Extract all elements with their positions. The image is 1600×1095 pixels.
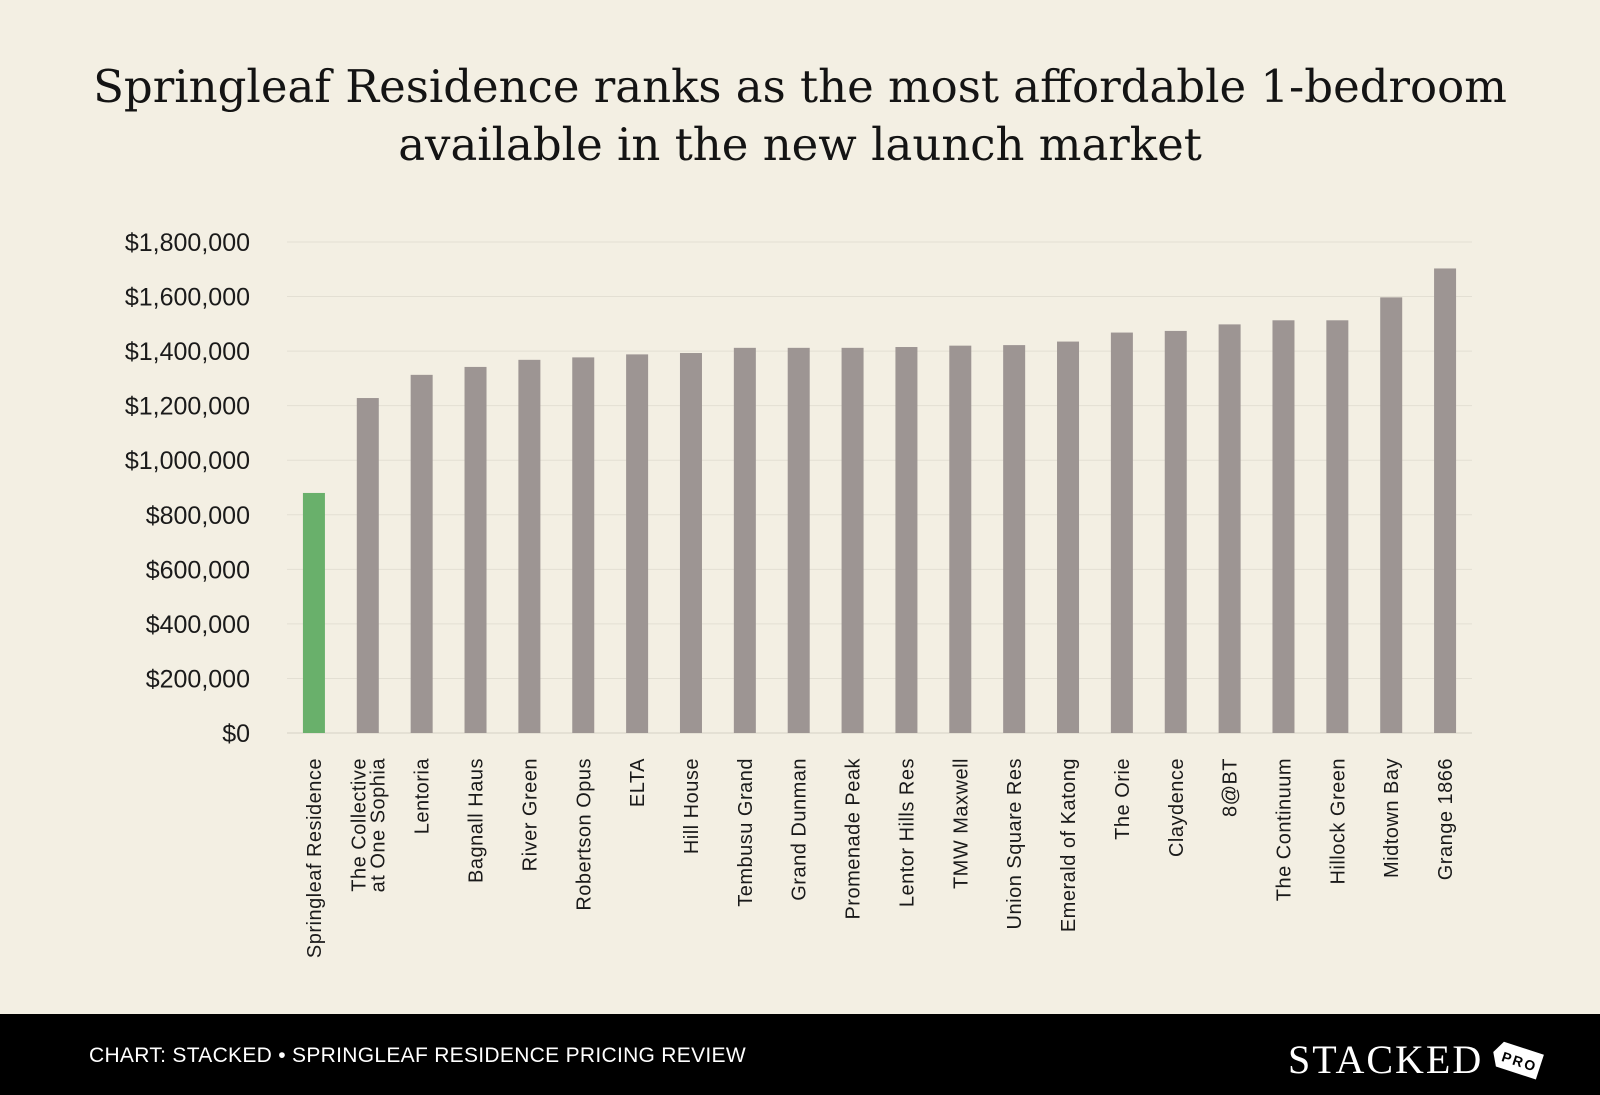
x-tick-label-line: Claydence [1166,758,1188,857]
logo-wordmark: STACKED [1288,1036,1484,1082]
x-tick-label-line: Hillock Green [1327,758,1349,885]
chart-title-line-1: Springleaf Residence ranks as the most a… [93,60,1507,113]
bar [679,353,702,733]
y-tick-label: $1,000,000 [125,447,250,475]
x-tick-label: Grand Dunman [789,758,811,901]
bar [626,354,649,733]
x-tick-label: TMW Maxwell [950,758,972,889]
bar [302,492,325,733]
x-tick-label-line: Grand Dunman [789,758,811,901]
bar [895,347,918,733]
bar [410,374,433,733]
x-tick-label-line: Emerald of Katong [1058,758,1080,932]
x-tick-label: River Green [519,758,541,871]
y-axis: $0 $200,000 $400,000 $600,000 $800,000 $1,000… [125,229,250,748]
x-tick-label-line: Springleaf Residence [304,758,326,958]
bar [1380,297,1403,733]
y-tick-label: $1,400,000 [125,338,250,366]
y-tick-label: $1,600,000 [125,284,250,312]
stacked-pro-logo[interactable]: STACKED PRO [1288,1032,1545,1082]
bar-chart: $0 $200,000 $400,000 $600,000 $800,000 $1,000… [125,229,1472,959]
x-tick-label-line: Tembusu Grand [735,758,757,907]
bar [1164,330,1187,733]
bar [1272,320,1295,733]
x-tick-label: Claydence [1166,758,1188,857]
x-tick-label-line: at One Sophia [367,758,389,893]
x-tick-label-line: Union Square Res [1004,758,1026,929]
y-tick-label: $1,800,000 [125,229,250,257]
chart-credit: CHART: STACKED • SPRINGLEAF RESIDENCE PR… [89,1044,746,1067]
x-tick-label: Springleaf Residence [304,758,326,958]
x-tick-label: Hill House [681,758,703,854]
bar [733,347,756,733]
bar [464,366,487,733]
y-tick-label: $1,200,000 [125,393,250,421]
pro-badge-icon: PRO [1493,1041,1545,1080]
bars [302,268,1457,733]
bar [787,347,810,733]
x-tick-label: Lentor Hills Res [896,758,918,907]
x-tick-label-line: Promenade Peak [843,758,865,920]
bar [1057,341,1080,733]
bar [1110,332,1133,733]
x-tick-label: Midtown Bay [1381,758,1403,878]
bar [1003,345,1026,733]
x-tick-label-line: Hill House [681,758,703,854]
x-tick-label-line: Robertson Opus [573,758,595,911]
x-tick-label-line: Bagnall Haus [466,758,488,883]
y-tick-label: $200,000 [146,665,250,693]
x-tick-label: The Orie [1112,758,1134,840]
x-tick-label: Grange 1866 [1435,758,1457,880]
chart-title-line-2: available in the new launch market [398,118,1202,171]
x-tick-label: Bagnall Haus [466,758,488,883]
bar [1434,268,1457,733]
x-tick-label-line: The Orie [1112,758,1134,840]
x-tick-label-line: 8@BT [1220,758,1242,817]
footer-bar: CHART: STACKED • SPRINGLEAF RESIDENCE PR… [0,1014,1600,1095]
x-tick-label: Union Square Res [1004,758,1026,929]
bar [841,347,864,733]
x-tick-label-line: The Collective [348,758,370,892]
x-tick-label: Tembusu Grand [735,758,757,907]
x-tick-label-line: Lentoria [412,758,434,835]
y-tick-label: $400,000 [146,611,250,639]
bar [949,345,972,733]
bar [1218,324,1241,733]
x-tick-label-line: Lentor Hills Res [896,758,918,907]
x-tick-label-line: The Continuum [1273,758,1295,901]
y-tick-label: $0 [222,720,250,748]
x-tick-label: 8@BT [1220,758,1242,817]
x-tick-label-line: River Green [519,758,541,871]
bar [356,398,379,733]
chart-title: Springleaf Residence ranks as the most a… [0,58,1600,174]
bar [1326,320,1349,733]
y-tick-label: $600,000 [146,556,250,584]
x-tick-label-line: ELTA [627,758,649,807]
x-tick-label: Robertson Opus [573,758,595,911]
x-tick-label-line: TMW Maxwell [950,758,972,889]
bar [518,359,541,733]
x-tick-label: Hillock Green [1327,758,1349,885]
x-tick-label: ELTA [627,758,649,807]
y-tick-label: $800,000 [146,502,250,530]
x-tick-label: Lentoria [412,758,434,835]
x-tick-label-line: Midtown Bay [1381,758,1403,878]
x-tick-label: The Continuum [1273,758,1295,901]
bar [572,357,595,733]
x-tick-label-line: Grange 1866 [1435,758,1457,880]
x-tick-label: Emerald of Katong [1058,758,1080,932]
x-tick-label: Promenade Peak [843,758,865,920]
